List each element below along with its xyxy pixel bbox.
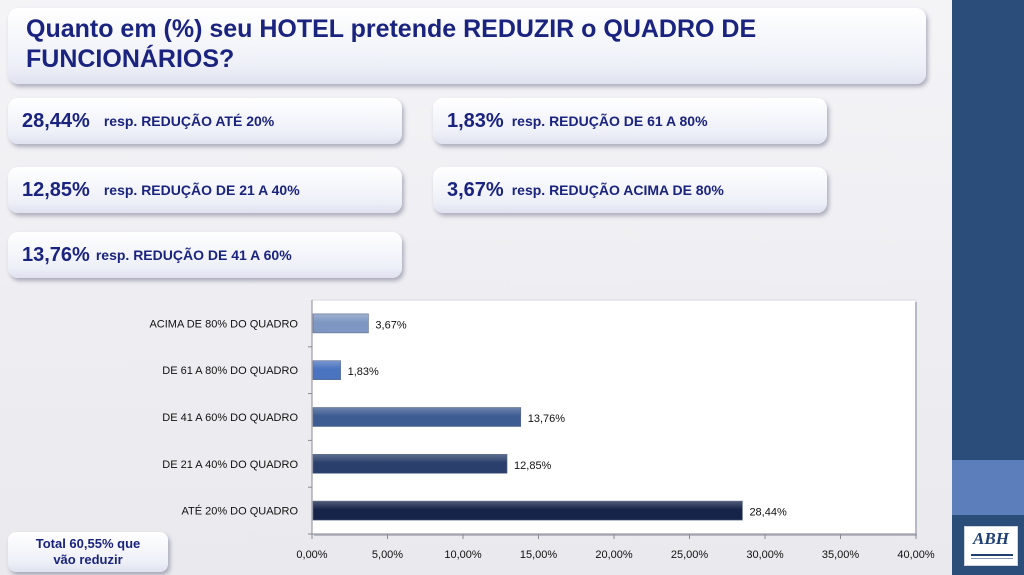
stat-label: resp. REDUÇÃO ACIMA DE 80% — [511, 182, 724, 198]
stat-box-61-80: 1,83% resp. REDUÇÃO DE 61 A 80% — [433, 98, 827, 144]
x-tick-label: 40,00% — [897, 549, 935, 561]
x-tick-label: 15,00% — [520, 549, 558, 561]
page-title: Quanto em (%) seu HOTEL pretende REDUZIR… — [26, 15, 757, 73]
stat-label: resp. REDUÇÃO ATÉ 20% — [103, 113, 275, 129]
logo-subline — [971, 558, 1013, 559]
bar — [312, 360, 341, 381]
stat-box-acima-80: 3,67% resp. REDUÇÃO ACIMA DE 80% — [433, 167, 827, 213]
stat-percent: 3,67% — [447, 178, 504, 201]
stat-percent: 12,85% — [22, 178, 90, 201]
x-tick-label: 5,00% — [372, 549, 403, 561]
bar — [312, 500, 743, 521]
category-label: ACIMA DE 80% DO QUADRO — [149, 318, 298, 330]
stat-label: resp. REDUÇÃO DE 21 A 40% — [103, 182, 300, 198]
stat-percent: 28,44% — [22, 109, 90, 132]
bar-value-label: 1,83% — [348, 366, 379, 378]
stat-label: resp. REDUÇÃO DE 61 A 80% — [511, 113, 708, 129]
category-label: ATÉ 20% DO QUADRO — [181, 505, 298, 518]
bar — [312, 453, 508, 474]
abh-logo: ABH — [964, 526, 1018, 566]
bar — [312, 313, 369, 334]
bar-value-label: 3,67% — [375, 319, 406, 331]
logo-underline — [971, 554, 1013, 556]
total-line-2: vão reduzir — [53, 552, 123, 567]
category-label: DE 21 A 40% DO QUADRO — [162, 459, 298, 471]
x-tick-label: 25,00% — [671, 549, 709, 561]
logo-text: ABH — [973, 529, 1009, 548]
bar-value-label: 13,76% — [528, 413, 566, 425]
x-tick-label: 0,00% — [296, 549, 327, 561]
stat-box-21-40: 12,85% resp. REDUÇÃO DE 21 A 40% — [8, 167, 402, 213]
stat-percent: 13,76% — [22, 243, 90, 266]
bar-value-label: 12,85% — [514, 460, 552, 472]
stat-percent: 1,83% — [447, 109, 504, 132]
total-panel: Total 60,55% que vão reduzir — [8, 532, 168, 572]
x-tick-label: 35,00% — [822, 549, 860, 561]
right-decor-band-accent — [952, 460, 1024, 515]
x-tick-label: 20,00% — [595, 549, 633, 561]
stat-label: resp. REDUÇÃO DE 41 A 60% — [95, 247, 292, 263]
bar-value-label: 28,44% — [749, 507, 787, 519]
total-line-1: Total 60,55% que — [35, 536, 141, 551]
bar — [312, 407, 522, 427]
stat-box-ate-20: 28,44% resp. REDUÇÃO ATÉ 20% — [8, 98, 402, 144]
stat-box-41-60: 13,76% resp. REDUÇÃO DE 41 A 60% — [8, 232, 402, 278]
category-label: DE 41 A 60% DO QUADRO — [162, 412, 298, 424]
x-tick-label: 10,00% — [444, 549, 482, 561]
x-tick-label: 30,00% — [746, 549, 784, 561]
title-panel: Quanto em (%) seu HOTEL pretende REDUZIR… — [8, 8, 926, 84]
category-label: DE 61 A 80% DO QUADRO — [162, 365, 298, 377]
